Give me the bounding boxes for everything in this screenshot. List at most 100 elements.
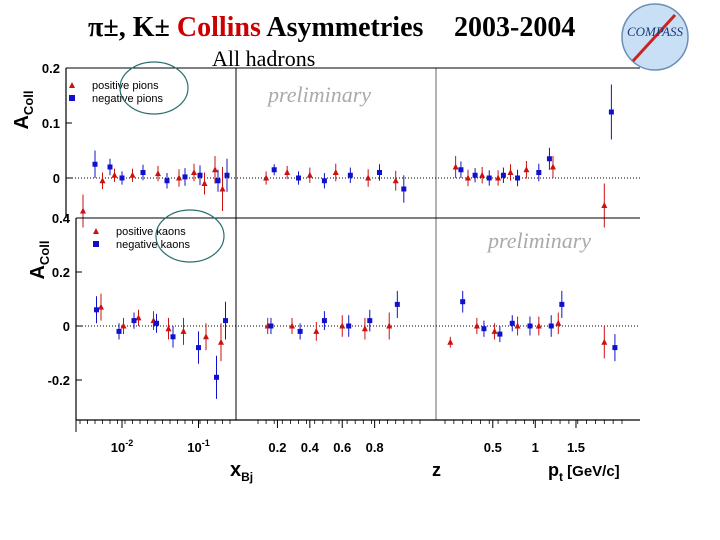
- data-point-positive: [99, 177, 106, 184]
- data-point-negative: [509, 320, 515, 326]
- title-collins: Collins: [176, 12, 261, 43]
- data-point-positive: [601, 202, 608, 208]
- data-point-positive: [535, 322, 542, 329]
- data-point-positive: [313, 327, 320, 334]
- data-point-positive: [339, 322, 346, 329]
- x-tick-label: 0.6: [333, 440, 351, 455]
- chart-title: π±, K± Collins Asymmetries: [88, 12, 423, 44]
- data-point-negative: [394, 301, 400, 307]
- data-point-positive: [155, 170, 161, 177]
- data-point-negative: [612, 345, 618, 351]
- data-point-positive: [201, 180, 208, 186]
- data-point-negative: [94, 307, 99, 313]
- x-tick-label: 1.5: [567, 440, 585, 455]
- data-point-negative: [377, 170, 382, 175]
- data-point-negative: [271, 167, 277, 173]
- data-point-negative: [170, 334, 176, 340]
- x-axis-label-x: xBj: [230, 459, 253, 484]
- data-point-negative: [497, 331, 503, 337]
- data-point-negative: [472, 172, 478, 178]
- data-point-positive: [180, 327, 187, 334]
- data-point-positive: [332, 169, 339, 175]
- legend-highlight-circle: [119, 61, 189, 115]
- data-point-negative: [546, 156, 552, 162]
- data-point-negative: [197, 172, 203, 178]
- data-point-positive: [549, 163, 556, 170]
- x-tick-label: 0.8: [366, 440, 384, 455]
- data-point-negative: [321, 318, 327, 324]
- data-point-negative: [486, 175, 492, 181]
- data-point-negative: [321, 178, 327, 184]
- data-point-negative: [401, 186, 407, 192]
- y-tick-label: -0.2: [48, 373, 70, 388]
- y-tick-label: 0.1: [42, 116, 60, 131]
- data-point-positive: [120, 322, 127, 329]
- preliminary-watermark: preliminary: [266, 82, 371, 107]
- data-point-positive: [219, 185, 226, 192]
- data-point-positive: [80, 207, 86, 214]
- legend-highlight-circle: [155, 209, 225, 263]
- data-point-negative: [164, 178, 170, 184]
- data-point-negative: [196, 345, 201, 351]
- data-point-positive: [386, 322, 393, 329]
- data-point-negative: [536, 170, 542, 175]
- data-point-negative: [500, 172, 506, 178]
- data-point-positive: [203, 333, 209, 340]
- data-point-positive: [212, 166, 218, 173]
- data-point-negative: [182, 174, 188, 180]
- y-tick-label: 0.2: [52, 265, 70, 280]
- data-point-negative: [268, 323, 274, 329]
- data-point-positive: [361, 325, 368, 332]
- data-point-positive: [289, 322, 296, 329]
- data-point-negative: [458, 167, 464, 173]
- x-tick-label: 1: [532, 440, 539, 455]
- y-tick-label: 0: [53, 171, 60, 186]
- data-point-negative: [107, 164, 113, 170]
- data-point-negative: [515, 175, 521, 181]
- data-point-positive: [601, 338, 608, 345]
- legend-marker-negative: [93, 241, 99, 247]
- data-point-negative: [154, 320, 159, 326]
- data-point-positive: [111, 171, 118, 178]
- legend-marker-positive: [69, 82, 75, 88]
- preliminary-watermark: preliminary: [486, 228, 591, 253]
- x-tick-label: 0.4: [301, 440, 320, 455]
- y-tick-label: 0.2: [42, 61, 60, 76]
- data-point-positive: [491, 327, 498, 334]
- data-point-negative: [131, 318, 137, 324]
- data-point-negative: [224, 172, 230, 178]
- data-point-negative: [215, 178, 221, 184]
- data-point-positive: [447, 338, 454, 345]
- compass-logo-needle: [631, 13, 677, 63]
- data-point-negative: [548, 323, 554, 329]
- data-point-negative: [140, 170, 146, 175]
- data-point-positive: [495, 174, 502, 181]
- title-rest: Asymmetries: [266, 12, 424, 43]
- y-tick-label: 0: [63, 319, 70, 334]
- data-point-positive: [365, 174, 372, 181]
- data-point-positive: [392, 177, 399, 184]
- data-point-positive: [465, 174, 472, 181]
- data-point-negative: [481, 326, 487, 332]
- x-tick-label: 10-2: [111, 438, 133, 455]
- data-point-positive: [284, 169, 291, 175]
- data-point-positive: [98, 303, 104, 310]
- legend-negative-label: negative kaons: [116, 239, 190, 251]
- y-axis-label-pions: AColl: [11, 90, 36, 129]
- data-point-positive: [263, 174, 270, 181]
- data-point-negative: [119, 175, 125, 181]
- data-point-negative: [223, 318, 228, 324]
- data-point-negative: [460, 299, 466, 305]
- data-point-negative: [559, 301, 565, 307]
- data-point-positive: [135, 314, 142, 321]
- y-axis-label-kaons: AColl: [27, 240, 52, 279]
- x-tick-label: 0.5: [484, 440, 502, 455]
- data-point-positive: [191, 169, 197, 175]
- compass-logo-text: COMPASS: [627, 24, 684, 39]
- data-point-negative: [116, 328, 122, 334]
- x-axis-label-pt: pt [GeV/c]: [548, 460, 620, 484]
- data-point-negative: [214, 374, 219, 380]
- data-point-negative: [346, 323, 352, 329]
- x-axis-label-z: z: [432, 460, 441, 480]
